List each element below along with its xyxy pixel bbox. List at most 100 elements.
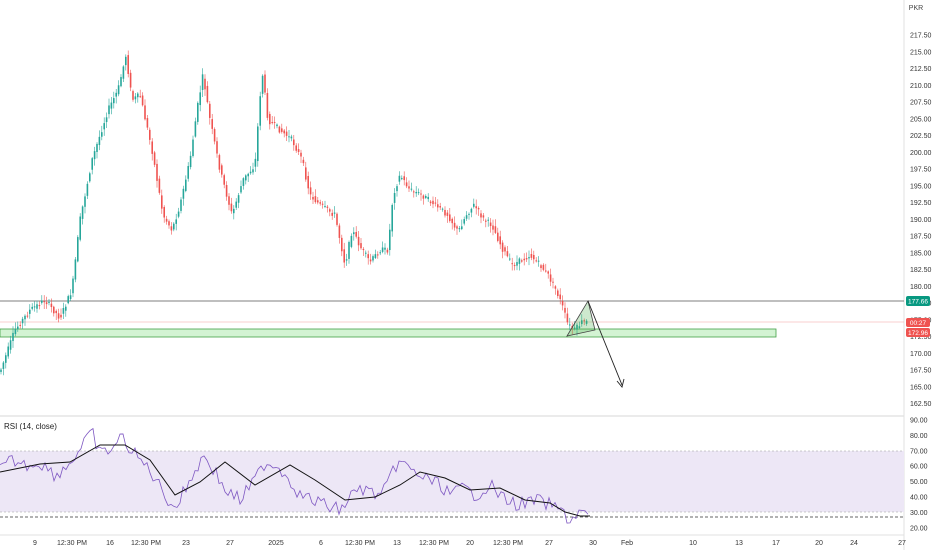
candle-body	[552, 281, 554, 283]
candle-body	[350, 235, 353, 247]
candle-body	[461, 226, 463, 230]
candle-body	[151, 141, 153, 154]
price-tick-label: 200.00	[910, 150, 932, 157]
price-tick-label: 212.50	[910, 66, 932, 73]
time-axis[interactable]: 9 12:30 PM 16 12:30 PM 23 27 2025 6 12:30 PM 13 12…	[33, 540, 906, 547]
candle-body	[206, 85, 209, 103]
candle-body	[525, 258, 528, 260]
price-tick-label: 205.00	[910, 116, 932, 123]
candle-body	[321, 203, 324, 205]
candle-body	[456, 226, 458, 229]
price-tick-label: 197.50	[910, 167, 932, 174]
price-tick-label: 182.50	[910, 267, 932, 274]
candle-body	[0, 369, 2, 372]
price-tick-label: 172.50	[910, 334, 932, 341]
candle-body	[324, 205, 326, 207]
candle-body	[177, 211, 180, 217]
candle-body	[573, 327, 576, 329]
candle-body	[91, 158, 93, 170]
candle-body	[266, 93, 269, 118]
projection-arrow-line[interactable]	[587, 300, 623, 386]
candle-body	[497, 232, 499, 241]
triangle-pattern[interactable]	[566, 299, 596, 337]
candle-body	[545, 270, 547, 272]
candle-body	[377, 254, 379, 256]
candle-body	[175, 219, 177, 224]
time-tick-label: 16	[106, 540, 114, 547]
candle-body	[170, 226, 173, 231]
candle-body	[2, 362, 5, 369]
candle-body	[127, 55, 129, 74]
candle-body	[391, 204, 393, 232]
candle-body	[566, 313, 569, 323]
rsi-line	[0, 427, 589, 524]
candle-body	[129, 72, 132, 88]
candle-body	[108, 105, 110, 115]
price-axis[interactable]: 217.50 215.00 212.50 210.00 207.50 205.00 202.…	[910, 33, 932, 409]
candle-body	[345, 259, 348, 261]
candle-body	[485, 220, 487, 222]
price-tick-label: 190.00	[910, 217, 932, 224]
candle-body	[273, 122, 276, 124]
candle-body	[89, 173, 91, 182]
last-price-badge	[906, 296, 930, 306]
time-tick-label: 6	[319, 540, 323, 547]
candle-body	[117, 85, 120, 95]
candle-body	[425, 195, 427, 198]
candle-body	[499, 236, 501, 245]
candle-body	[309, 187, 312, 195]
candle-body	[158, 178, 161, 193]
last-price-text: 177.66	[908, 299, 928, 306]
candle-body	[285, 131, 288, 136]
candle-body	[314, 196, 317, 203]
candle-body	[252, 169, 254, 173]
candle-body	[540, 265, 542, 269]
candle-body	[180, 199, 182, 211]
candle-body	[24, 315, 26, 320]
candle-body	[482, 215, 485, 218]
candle-body	[446, 212, 449, 216]
rsi-axis[interactable]: 90.00 80.00 70.00 60.00 50.00 40.00 30.00 20.00	[910, 418, 928, 533]
time-tick-label: 30	[589, 540, 597, 547]
candle-body	[458, 228, 461, 230]
time-tick-label: 20	[815, 540, 823, 547]
candle-body	[276, 124, 278, 127]
candle-body	[84, 196, 86, 207]
price-tick-label: 165.00	[910, 384, 932, 391]
candle-body	[271, 122, 273, 124]
candle-body	[437, 204, 439, 208]
candle-body	[259, 96, 261, 126]
candle-body	[557, 290, 559, 297]
candle-body	[554, 286, 557, 289]
candle-body	[434, 202, 437, 204]
candle-body	[233, 208, 235, 214]
candle-body	[333, 212, 336, 214]
candle-body	[45, 302, 48, 305]
candle-body	[213, 129, 216, 142]
candle-body	[492, 225, 494, 230]
time-tick-label: 12:30 PM	[131, 540, 161, 547]
candle-body	[144, 105, 146, 120]
candle-body	[60, 314, 62, 318]
candle-body	[362, 248, 365, 251]
candle-body	[57, 313, 60, 319]
candle-body	[240, 186, 242, 193]
candle-body	[379, 252, 381, 254]
candle-body	[204, 78, 206, 90]
candle-body	[211, 119, 213, 129]
currency-label[interactable]: PKR	[908, 5, 924, 12]
price-tick-label: 162.50	[910, 401, 932, 408]
candle-body	[336, 213, 338, 225]
candle-body	[576, 324, 578, 330]
candle-body	[422, 195, 425, 199]
candle-body	[173, 223, 175, 230]
candle-body	[26, 315, 29, 317]
rsi-indicator-label[interactable]: RSI (14, close)	[2, 421, 59, 432]
candle-body	[516, 262, 518, 266]
candle-body	[470, 208, 473, 213]
candle-body	[7, 346, 9, 357]
time-tick-label: 24	[850, 540, 858, 547]
candle-body	[247, 173, 249, 177]
support-zone[interactable]	[0, 328, 777, 338]
